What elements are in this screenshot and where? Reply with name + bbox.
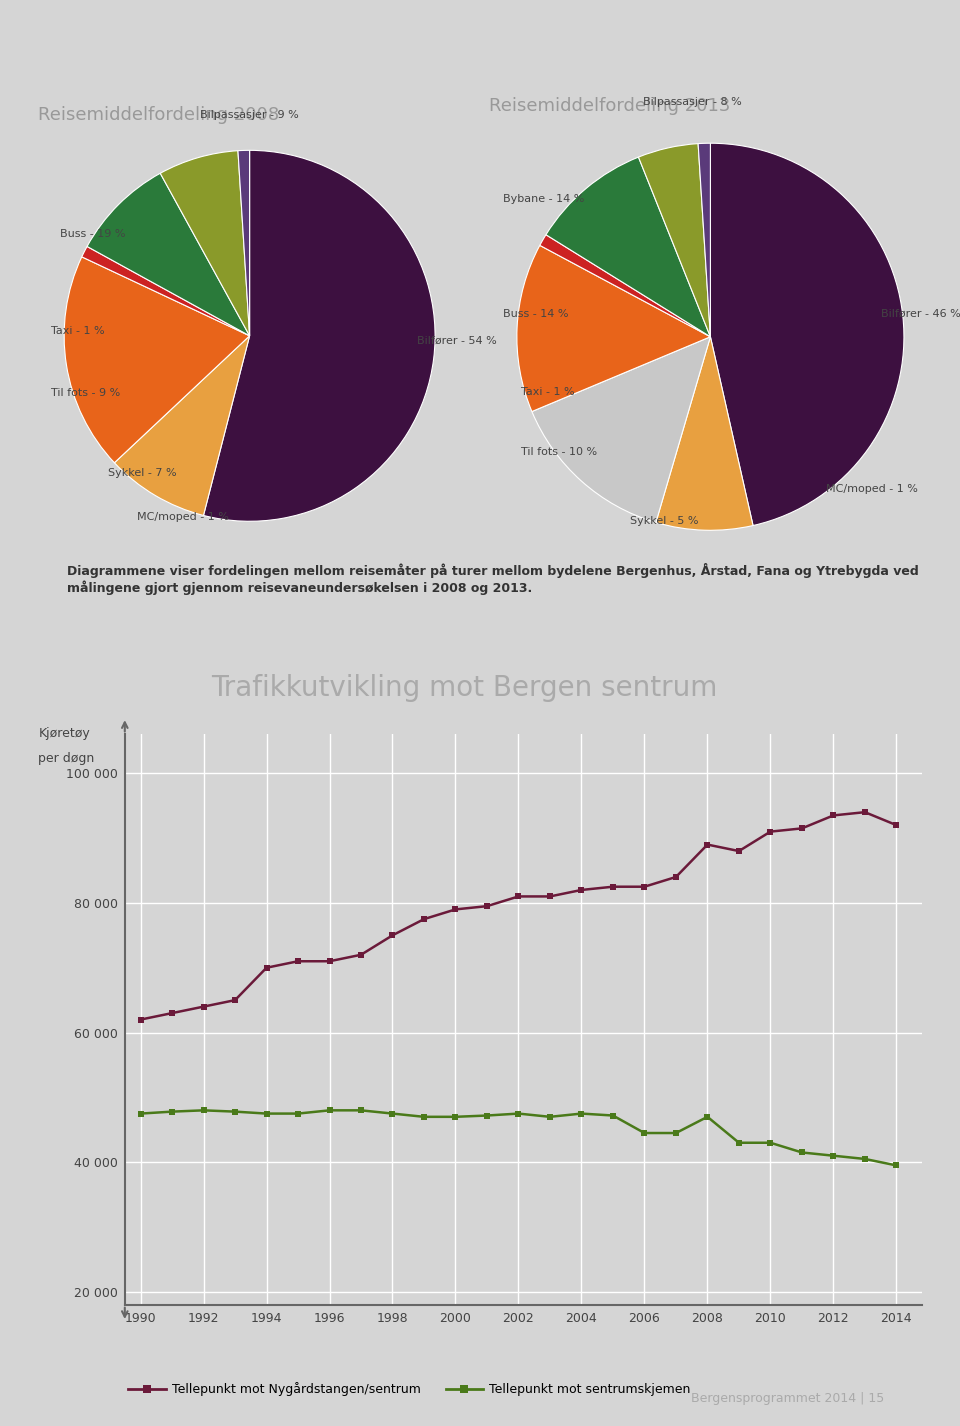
Text: Diagrammene viser fordelingen mellom reisemåter på turer mellom bydelene Bergenh: Diagrammene viser fordelingen mellom rei… [67,563,919,595]
Wedge shape [532,337,710,522]
Text: Bilfører - 46 %: Bilfører - 46 % [881,308,960,319]
Text: Bilfører - 54 %: Bilfører - 54 % [418,335,497,345]
Text: Taxi - 1 %: Taxi - 1 % [521,386,575,396]
Wedge shape [160,151,250,335]
Text: MC/moped - 1 %: MC/moped - 1 % [826,483,918,493]
Text: Til fots - 9 %: Til fots - 9 % [51,388,120,398]
Wedge shape [82,247,250,335]
Text: Bybane - 14 %: Bybane - 14 % [503,194,585,204]
Legend: Tellepunkt mot Nygårdstangen/sentrum, Tellepunkt mot sentrumskjemen: Tellepunkt mot Nygårdstangen/sentrum, Te… [123,1378,696,1402]
Text: Til fots - 10 %: Til fots - 10 % [521,446,597,456]
Text: Reisemiddelfordeling 2013: Reisemiddelfordeling 2013 [490,97,731,116]
Wedge shape [204,150,435,522]
Text: Trafikkutvikling mot Bergen sentrum: Trafikkutvikling mot Bergen sentrum [211,673,717,702]
Text: Bergensprogrammet 2014 | 15: Bergensprogrammet 2014 | 15 [691,1392,884,1405]
Text: per døgn: per døgn [38,752,95,764]
Text: Sykkel - 7 %: Sykkel - 7 % [108,468,177,478]
Wedge shape [698,143,710,337]
Text: Sykkel - 5 %: Sykkel - 5 % [630,516,699,526]
Wedge shape [656,337,753,530]
Wedge shape [540,235,710,337]
Text: MC/moped - 1 %: MC/moped - 1 % [137,512,229,522]
Wedge shape [638,144,710,337]
Text: Bilpassasjer - 8 %: Bilpassasjer - 8 % [642,97,741,107]
Wedge shape [546,157,710,337]
Wedge shape [710,143,904,526]
Wedge shape [238,150,250,335]
Wedge shape [64,257,250,463]
Text: Buss - 14 %: Buss - 14 % [503,308,568,319]
Wedge shape [87,174,250,335]
Text: Reisemiddelfordeling 2008: Reisemiddelfordeling 2008 [37,106,278,124]
Text: Bilpassasjer - 9 %: Bilpassasjer - 9 % [201,110,299,120]
Text: Taxi - 1 %: Taxi - 1 % [51,327,105,337]
Wedge shape [516,245,710,412]
Wedge shape [114,335,250,515]
Text: Kjøretøy: Kjøretøy [38,727,90,740]
Text: Buss - 19 %: Buss - 19 % [60,230,125,240]
